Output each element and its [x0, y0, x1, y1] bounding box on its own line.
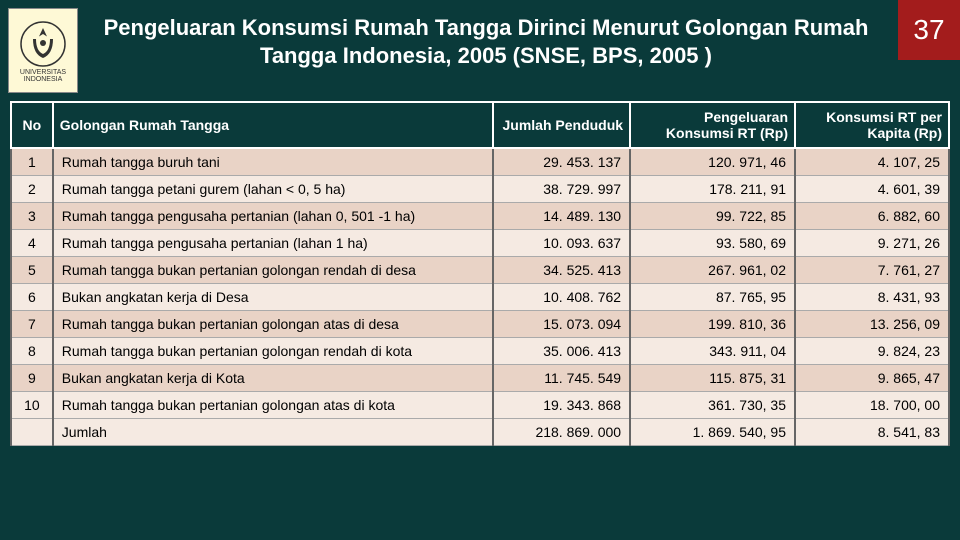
- cell-no: 3: [11, 203, 53, 230]
- cell-pop: 19. 343. 868: [493, 392, 630, 419]
- cell-exp: 343. 911, 04: [630, 338, 795, 365]
- cell-no: 5: [11, 257, 53, 284]
- cell-pop: 14. 489. 130: [493, 203, 630, 230]
- col-header-golongan: Golongan Rumah Tangga: [53, 102, 493, 148]
- cell-cap: 13. 256, 09: [795, 311, 949, 338]
- table-row: 10Rumah tangga bukan pertanian golongan …: [11, 392, 949, 419]
- cell-cap: 9. 824, 23: [795, 338, 949, 365]
- cell-desc: Rumah tangga bukan pertanian golongan re…: [53, 338, 493, 365]
- table-body: 1Rumah tangga buruh tani29. 453. 137120.…: [11, 148, 949, 446]
- table-row: 5Rumah tangga bukan pertanian golongan r…: [11, 257, 949, 284]
- cell-pop: 34. 525. 413: [493, 257, 630, 284]
- cell-exp: 115. 875, 31: [630, 365, 795, 392]
- cell-no: 10: [11, 392, 53, 419]
- cell-desc: Rumah tangga bukan pertanian golongan re…: [53, 257, 493, 284]
- cell-cap: 6. 882, 60: [795, 203, 949, 230]
- cell-no: 7: [11, 311, 53, 338]
- cell-pop: 11. 745. 549: [493, 365, 630, 392]
- cell-cap: 8. 431, 93: [795, 284, 949, 311]
- title-container: Pengeluaran Konsumsi Rumah Tangga Dirinc…: [78, 8, 898, 69]
- cell-desc: Rumah tangga pengusaha pertanian (lahan …: [53, 230, 493, 257]
- cell-exp: 93. 580, 69: [630, 230, 795, 257]
- cell-cap: 18. 700, 00: [795, 392, 949, 419]
- col-header-pengeluaran: Pengeluaran Konsumsi RT (Rp): [630, 102, 795, 148]
- cell-exp: 99. 722, 85: [630, 203, 795, 230]
- logo-text-top: UNIVERSITAS: [20, 69, 66, 76]
- cell-no: 8: [11, 338, 53, 365]
- cell-exp: 267. 961, 02: [630, 257, 795, 284]
- slide-header: UNIVERSITASINDONESIA Pengeluaran Konsums…: [0, 0, 960, 97]
- table-row: 3Rumah tangga pengusaha pertanian (lahan…: [11, 203, 949, 230]
- makara-icon: [18, 19, 68, 69]
- col-header-kapita: Konsumsi RT per Kapita (Rp): [795, 102, 949, 148]
- logo-text-bottom: INDONESIA: [24, 76, 63, 83]
- cell-no: 9: [11, 365, 53, 392]
- cell-pop: 15. 073. 094: [493, 311, 630, 338]
- cell-cap: 4. 601, 39: [795, 176, 949, 203]
- table-row: Jumlah218. 869. 0001. 869. 540, 958. 541…: [11, 419, 949, 446]
- table-row: 7Rumah tangga bukan pertanian golongan a…: [11, 311, 949, 338]
- table-row: 9Bukan angkatan kerja di Kota11. 745. 54…: [11, 365, 949, 392]
- cell-exp: 199. 810, 36: [630, 311, 795, 338]
- cell-exp: 87. 765, 95: [630, 284, 795, 311]
- data-table: No Golongan Rumah Tangga Jumlah Penduduk…: [10, 101, 950, 446]
- cell-no: 6: [11, 284, 53, 311]
- cell-no: [11, 419, 53, 446]
- cell-cap: 4. 107, 25: [795, 148, 949, 176]
- cell-desc: Rumah tangga buruh tani: [53, 148, 493, 176]
- cell-pop: 38. 729. 997: [493, 176, 630, 203]
- cell-exp: 361. 730, 35: [630, 392, 795, 419]
- table-row: 2Rumah tangga petani gurem (lahan < 0, 5…: [11, 176, 949, 203]
- cell-desc: Bukan angkatan kerja di Desa: [53, 284, 493, 311]
- cell-desc: Rumah tangga petani gurem (lahan < 0, 5 …: [53, 176, 493, 203]
- cell-desc: Rumah tangga bukan pertanian golongan at…: [53, 311, 493, 338]
- cell-desc: Rumah tangga bukan pertanian golongan at…: [53, 392, 493, 419]
- cell-cap: 7. 761, 27: [795, 257, 949, 284]
- cell-pop: 10. 093. 637: [493, 230, 630, 257]
- slide-title: Pengeluaran Konsumsi Rumah Tangga Dirinc…: [82, 14, 890, 69]
- cell-pop: 29. 453. 137: [493, 148, 630, 176]
- col-header-no: No: [11, 102, 53, 148]
- cell-pop: 10. 408. 762: [493, 284, 630, 311]
- cell-pop: 218. 869. 000: [493, 419, 630, 446]
- page-number-badge: 37: [898, 0, 960, 60]
- cell-exp: 1. 869. 540, 95: [630, 419, 795, 446]
- cell-no: 2: [11, 176, 53, 203]
- cell-exp: 178. 211, 91: [630, 176, 795, 203]
- cell-desc: Jumlah: [53, 419, 493, 446]
- cell-no: 1: [11, 148, 53, 176]
- cell-desc: Bukan angkatan kerja di Kota: [53, 365, 493, 392]
- col-header-penduduk: Jumlah Penduduk: [493, 102, 630, 148]
- table-row: 8Rumah tangga bukan pertanian golongan r…: [11, 338, 949, 365]
- table-row: 4Rumah tangga pengusaha pertanian (lahan…: [11, 230, 949, 257]
- cell-cap: 8. 541, 83: [795, 419, 949, 446]
- cell-no: 4: [11, 230, 53, 257]
- table-row: 6Bukan angkatan kerja di Desa10. 408. 76…: [11, 284, 949, 311]
- table-row: 1Rumah tangga buruh tani29. 453. 137120.…: [11, 148, 949, 176]
- cell-desc: Rumah tangga pengusaha pertanian (lahan …: [53, 203, 493, 230]
- cell-pop: 35. 006. 413: [493, 338, 630, 365]
- cell-cap: 9. 865, 47: [795, 365, 949, 392]
- cell-cap: 9. 271, 26: [795, 230, 949, 257]
- university-logo: UNIVERSITASINDONESIA: [8, 8, 78, 93]
- table-header: No Golongan Rumah Tangga Jumlah Penduduk…: [11, 102, 949, 148]
- cell-exp: 120. 971, 46: [630, 148, 795, 176]
